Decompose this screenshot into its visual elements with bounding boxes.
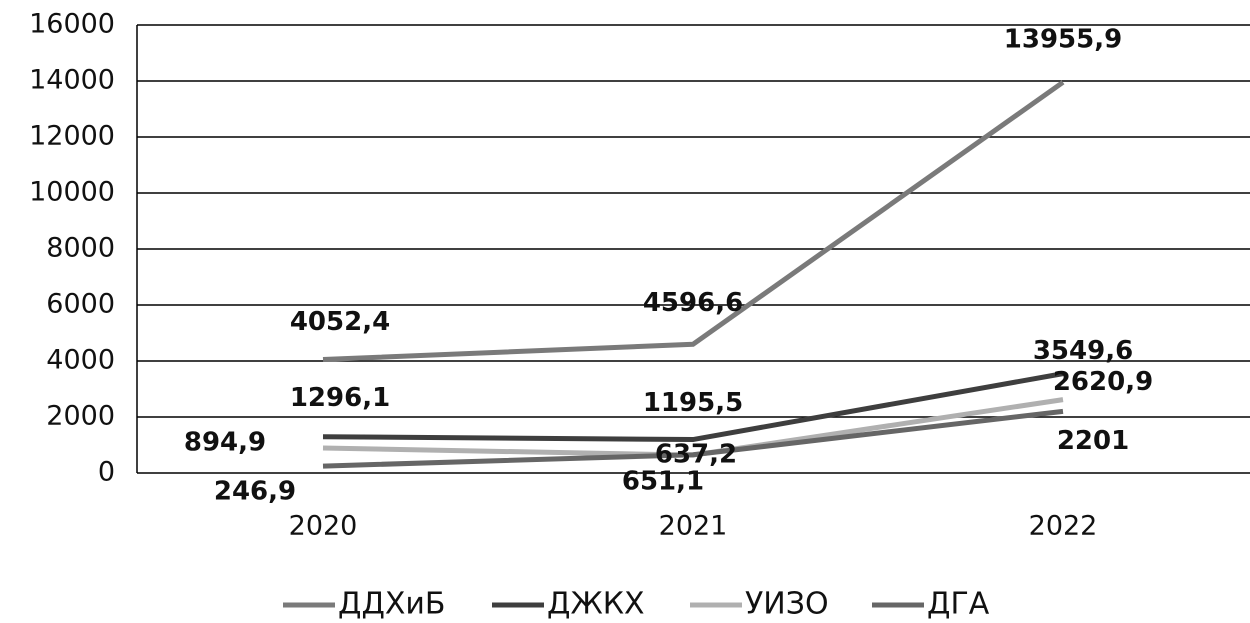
y-tick-label: 4000 — [46, 345, 115, 376]
data-label: 246,9 — [214, 477, 296, 507]
data-label: 3549,6 — [1033, 336, 1133, 366]
legend-label: ДДХиБ — [338, 587, 446, 622]
series-line — [322, 371, 1064, 443]
x-tick-label: 2020 — [289, 511, 358, 542]
y-tick-label: 2000 — [46, 401, 115, 432]
y-tick-label: 6000 — [46, 289, 115, 320]
x-tick-label: 2021 — [659, 511, 728, 542]
data-label: 637,2 — [655, 440, 737, 470]
y-tick-label: 14000 — [29, 65, 115, 96]
data-label: 651,1 — [622, 466, 704, 496]
y-tick-label: 12000 — [29, 121, 115, 152]
series-line — [322, 80, 1065, 363]
legend-label: ДГА — [927, 587, 990, 622]
y-tick-label: 0 — [98, 457, 115, 488]
y-tick-label: 10000 — [29, 177, 115, 208]
data-label: 1296,1 — [290, 383, 390, 413]
data-label: 2620,9 — [1053, 367, 1153, 397]
data-label: 13955,9 — [1004, 25, 1122, 55]
x-tick-label: 2022 — [1029, 511, 1098, 542]
legend-label: ДЖКХ — [547, 587, 645, 622]
data-label: 1195,5 — [643, 388, 743, 418]
data-label: 2201 — [1057, 426, 1129, 456]
data-label: 4052,4 — [290, 307, 390, 337]
series-line — [322, 408, 1064, 469]
data-label: 894,9 — [184, 427, 266, 457]
legend-label: УИЗО — [745, 587, 829, 622]
y-tick-label: 8000 — [46, 233, 115, 264]
y-tick-label: 16000 — [29, 9, 115, 40]
data-label: 4596,6 — [643, 288, 743, 318]
